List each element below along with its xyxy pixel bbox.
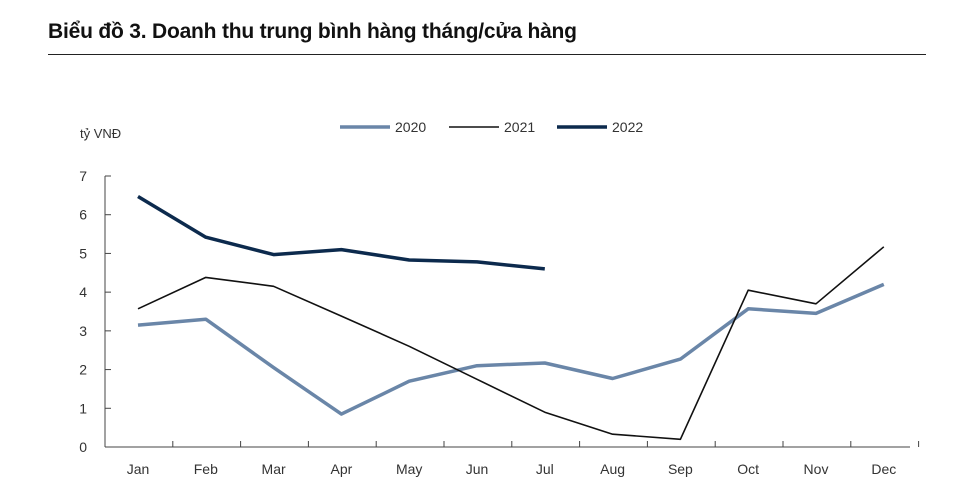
y-tick-label: 5 [79,245,87,261]
axes: 0 1 2 3 4 5 6 7 Jan Feb Mar Apr May Jun Jul Aug Sep Oct No… [79,168,920,477]
x-tick-label: Jul [536,461,554,477]
legend-label-2021: 2021 [504,119,535,135]
legend-label-2020: 2020 [395,119,426,135]
y-tick-label: 7 [79,168,87,184]
x-tick-label: Apr [331,461,353,477]
y-tick-label: 4 [79,284,87,300]
y-tick-label: 6 [79,207,87,223]
legend: 2020 2021 2022 [340,119,643,135]
x-tick-label: Jun [466,461,489,477]
y-tick-label: 1 [79,400,87,416]
series-layer [137,194,885,441]
title-divider [48,54,926,55]
x-tick-label: Dec [871,461,896,477]
x-tick-label: Jan [127,461,150,477]
y-tick-label: 0 [79,439,87,455]
x-tick-label: Sep [668,461,693,477]
x-tick-label: Aug [600,461,625,477]
y-axis-label: tỷ VNĐ [80,126,121,141]
series-line-2022 [137,194,545,271]
x-tick-label: Feb [194,461,218,477]
x-tick-label: Mar [262,461,286,477]
legend-label-2022: 2022 [612,119,643,135]
y-tick-label: 3 [79,323,87,339]
series-line-2021 [137,246,885,441]
x-tick-label: May [396,461,422,477]
y-tick-label: 2 [79,362,87,378]
x-tick-label: Oct [737,461,759,477]
x-tick-label: Nov [804,461,829,477]
series-line-2020 [137,282,885,416]
chart-title: Biểu đồ 3. Doanh thu trung bình hàng thá… [48,20,577,43]
